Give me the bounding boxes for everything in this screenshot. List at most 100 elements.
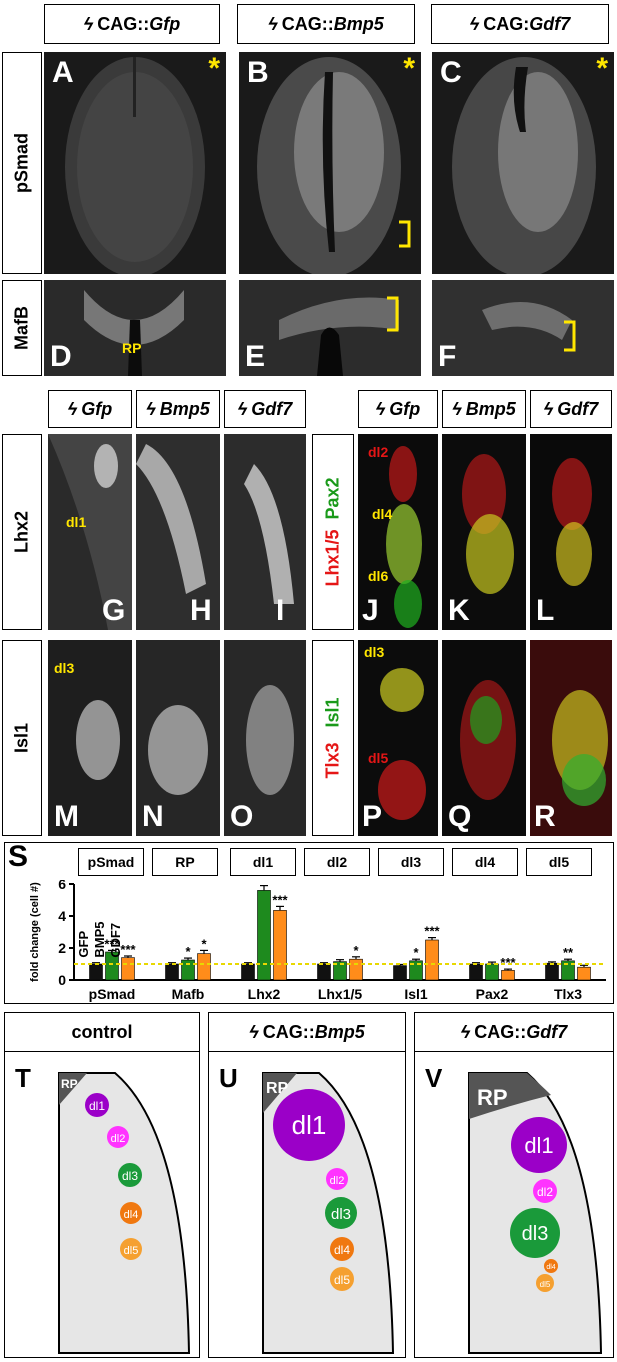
schematic-title-prefix: CAG:: bbox=[474, 1021, 527, 1042]
header-prefix: CAG: bbox=[483, 13, 530, 34]
significance-label: * bbox=[201, 936, 207, 951]
significance-label: *** bbox=[272, 892, 288, 907]
bar bbox=[349, 958, 363, 981]
lhx2-image bbox=[136, 444, 206, 594]
legend-box-2: dl1 bbox=[230, 848, 296, 876]
dl2-label: dl2 bbox=[330, 1175, 345, 1187]
side-label-text: Lhx1/5 Pax2 bbox=[323, 477, 344, 586]
electroporation-icon: ϟ bbox=[375, 398, 386, 419]
category-label: Lhx1/5 bbox=[318, 986, 363, 1002]
asterisk-marker: * bbox=[596, 52, 608, 85]
dl6-label: dl6 bbox=[368, 568, 389, 584]
legend-box-1: RP bbox=[152, 848, 218, 876]
significance-label: * bbox=[353, 943, 359, 958]
header-gdf7: ϟ CAG: Gdf7 bbox=[431, 4, 609, 44]
mafb-image bbox=[44, 280, 226, 376]
panel-Q: Q bbox=[442, 640, 526, 836]
tlx3-isl1-image bbox=[460, 680, 516, 800]
panel-H: H bbox=[136, 434, 220, 630]
panel-P: dl3 dl5 P bbox=[358, 640, 438, 836]
panel-R: R bbox=[530, 640, 612, 836]
rp-label: RP bbox=[477, 1085, 508, 1110]
bar bbox=[89, 963, 103, 981]
header-mid-bmp5: ϟ Bmp5 bbox=[136, 390, 220, 428]
bar bbox=[317, 963, 331, 981]
row-label-text: MafB bbox=[11, 306, 32, 350]
panel-N: N bbox=[136, 640, 220, 836]
panel-C: C * bbox=[432, 52, 614, 274]
panel-F: F bbox=[432, 280, 614, 376]
bar bbox=[257, 890, 271, 981]
header-mid-gfp: ϟ Gfp bbox=[48, 390, 132, 428]
bar bbox=[485, 963, 499, 981]
bar bbox=[165, 963, 179, 981]
dl2-label: dl2 bbox=[537, 1185, 553, 1199]
lhx15-pax2-image bbox=[462, 454, 514, 594]
category-label: Isl1 bbox=[404, 986, 428, 1002]
row-label-lhx2: Lhx2 bbox=[2, 434, 42, 630]
schematic-title-gene: Gdf7 bbox=[526, 1021, 568, 1042]
electroporation-icon: ϟ bbox=[67, 398, 78, 419]
significance-label: * bbox=[185, 944, 191, 959]
header-gene: Gdf7 bbox=[529, 13, 571, 34]
spinal-cord-diagram: RP dl1 dl2 dl3 dl4 dl5 bbox=[58, 1072, 191, 1354]
panel-letter: T bbox=[15, 1063, 31, 1093]
dl2-label: dl2 bbox=[111, 1133, 126, 1145]
dl5-label: dl5 bbox=[540, 1280, 551, 1289]
header-mid-bmp5-2: ϟ Bmp5 bbox=[442, 390, 526, 428]
electroporation-icon: ϟ bbox=[469, 13, 480, 34]
isl1-label: Isl1 bbox=[322, 697, 343, 728]
dl4-label: dl4 bbox=[334, 1243, 350, 1257]
electroporation-icon: ϟ bbox=[249, 1021, 259, 1042]
bar bbox=[121, 957, 135, 981]
panel-letter: L bbox=[536, 594, 555, 627]
bar bbox=[393, 965, 407, 981]
tlx3-isl1-image bbox=[552, 690, 608, 806]
panel-letter: N bbox=[142, 800, 164, 833]
side-label-lhx15-pax2: Lhx1/5 Pax2 bbox=[312, 434, 354, 630]
panel-M: dl3 M bbox=[48, 640, 132, 836]
rp-label: RP bbox=[122, 340, 142, 356]
panel-letter: E bbox=[245, 340, 266, 373]
electroporation-icon: ϟ bbox=[460, 1021, 471, 1042]
bar bbox=[469, 963, 483, 981]
panel-letter: I bbox=[276, 594, 285, 627]
row-label-psmad: pSmad bbox=[2, 52, 42, 274]
dl5-label: dl5 bbox=[368, 750, 389, 766]
tlx3-isl1-image bbox=[378, 668, 426, 820]
significance-label: *** bbox=[424, 924, 440, 939]
dl4-label: dl4 bbox=[372, 506, 393, 522]
significance-label: *** bbox=[104, 936, 120, 951]
schematic-title: control bbox=[4, 1012, 200, 1052]
header-gene: Gdf7 bbox=[557, 398, 599, 419]
series-label: BMP5 bbox=[92, 921, 107, 957]
bar bbox=[241, 963, 255, 981]
panel-letter: P bbox=[362, 800, 383, 833]
row-label-text: pSmad bbox=[11, 132, 32, 194]
dl3-label: dl3 bbox=[122, 1169, 138, 1183]
category-label: Mafb bbox=[172, 986, 205, 1002]
legend-box-0: pSmad bbox=[78, 848, 144, 876]
schematic-title: ϟ CAG:: Gdf7 bbox=[414, 1012, 614, 1052]
bracket-icon bbox=[387, 296, 399, 332]
category-label: Tlx3 bbox=[554, 986, 582, 1002]
panel-K: K bbox=[442, 434, 526, 630]
dl1-label: dl1 bbox=[66, 514, 87, 530]
panel-letter: A bbox=[52, 56, 74, 89]
panel-letter: B bbox=[247, 56, 269, 89]
header-gene: Gdf7 bbox=[251, 398, 293, 419]
side-label-tlx3-isl1: Tlx3 Isl1 bbox=[312, 640, 354, 836]
dl1-label: dl1 bbox=[524, 1133, 553, 1158]
rp-label: RP bbox=[266, 1080, 289, 1097]
panel-A: A * bbox=[44, 52, 226, 274]
dl3-label: dl3 bbox=[54, 660, 75, 676]
dl4-label: dl4 bbox=[546, 1264, 555, 1271]
spinal-cord-image bbox=[257, 57, 401, 274]
legend-box-4: dl3 bbox=[378, 848, 444, 876]
rp-label: RP bbox=[61, 1077, 78, 1091]
y-axis-label: fold change (cell #) bbox=[29, 882, 41, 982]
header-gene: Bmp5 bbox=[159, 398, 210, 419]
mafb-image bbox=[239, 280, 421, 376]
bar bbox=[273, 910, 287, 981]
category-label: Pax2 bbox=[476, 986, 509, 1002]
